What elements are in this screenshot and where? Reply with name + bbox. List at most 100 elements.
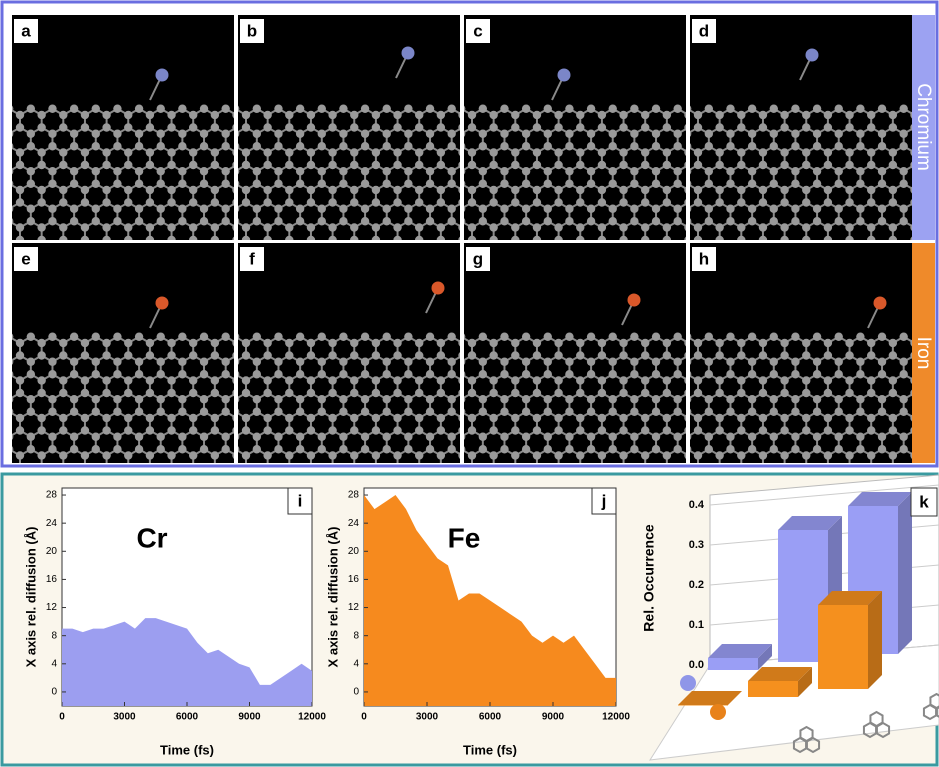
atom bbox=[694, 376, 702, 384]
atom bbox=[178, 445, 186, 453]
atom bbox=[522, 370, 530, 378]
atom bbox=[211, 111, 219, 119]
atom bbox=[663, 451, 671, 459]
atom bbox=[835, 433, 843, 441]
atom bbox=[372, 223, 380, 231]
x-tick-label: 6000 bbox=[176, 712, 199, 723]
atom bbox=[813, 395, 821, 403]
atom bbox=[780, 389, 788, 397]
atom bbox=[318, 180, 326, 188]
atom bbox=[383, 130, 391, 138]
atom bbox=[318, 167, 326, 175]
atom bbox=[253, 433, 261, 441]
atom bbox=[694, 161, 702, 169]
atom bbox=[37, 414, 45, 422]
atom bbox=[856, 130, 864, 138]
atom bbox=[404, 217, 412, 225]
atom bbox=[189, 198, 197, 206]
atom bbox=[27, 433, 35, 441]
atom bbox=[468, 198, 476, 206]
atom bbox=[157, 358, 165, 366]
atom bbox=[48, 395, 56, 403]
atom bbox=[468, 414, 476, 422]
atom bbox=[641, 414, 649, 422]
atom bbox=[81, 426, 89, 434]
x-tick-label: 3000 bbox=[416, 712, 439, 723]
atom bbox=[856, 433, 864, 441]
atom bbox=[221, 358, 229, 366]
atom bbox=[393, 223, 401, 231]
adatom bbox=[628, 294, 641, 307]
atom bbox=[81, 148, 89, 156]
atom bbox=[59, 111, 67, 119]
atom bbox=[522, 105, 530, 113]
atom bbox=[899, 130, 907, 138]
atom bbox=[27, 333, 35, 341]
atom bbox=[726, 217, 734, 225]
atom bbox=[263, 148, 271, 156]
atom bbox=[146, 426, 154, 434]
atom bbox=[759, 111, 767, 119]
atom bbox=[802, 339, 810, 347]
atom bbox=[609, 370, 617, 378]
y-tick-label: 0.0 bbox=[689, 659, 704, 671]
atom bbox=[813, 142, 821, 150]
atom bbox=[500, 105, 508, 113]
atom bbox=[37, 111, 45, 119]
atom bbox=[211, 223, 219, 231]
atom bbox=[813, 408, 821, 416]
atom bbox=[652, 217, 660, 225]
atom bbox=[221, 217, 229, 225]
atom bbox=[211, 451, 219, 459]
atom bbox=[867, 426, 875, 434]
atom bbox=[468, 351, 476, 359]
atom bbox=[619, 223, 627, 231]
atom bbox=[554, 198, 562, 206]
atom bbox=[16, 339, 24, 347]
atom bbox=[221, 445, 229, 453]
atom bbox=[263, 123, 271, 131]
atom bbox=[468, 389, 476, 397]
atom bbox=[737, 148, 745, 156]
atom bbox=[511, 414, 519, 422]
atom bbox=[867, 389, 875, 397]
atom bbox=[146, 451, 154, 459]
atom bbox=[81, 161, 89, 169]
adatom bbox=[558, 69, 571, 82]
atom bbox=[157, 105, 165, 113]
atom bbox=[737, 123, 745, 131]
atom bbox=[339, 205, 347, 213]
atom bbox=[415, 111, 423, 119]
atom bbox=[178, 395, 186, 403]
atom bbox=[565, 445, 573, 453]
atom bbox=[157, 333, 165, 341]
atom bbox=[889, 148, 897, 156]
atom bbox=[393, 451, 401, 459]
atom bbox=[737, 223, 745, 231]
atom bbox=[694, 451, 702, 459]
atom bbox=[673, 130, 681, 138]
atom bbox=[285, 198, 293, 206]
atom bbox=[339, 395, 347, 403]
atom bbox=[124, 161, 132, 169]
atom bbox=[426, 205, 434, 213]
atom bbox=[802, 351, 810, 359]
atom bbox=[554, 123, 562, 131]
atom bbox=[554, 389, 562, 397]
atom bbox=[253, 408, 261, 416]
atom bbox=[533, 339, 541, 347]
atom bbox=[437, 351, 445, 359]
atom bbox=[511, 198, 519, 206]
atom bbox=[748, 408, 756, 416]
atom bbox=[372, 376, 380, 384]
atom bbox=[242, 186, 250, 194]
atom bbox=[48, 130, 56, 138]
atom bbox=[694, 223, 702, 231]
atom bbox=[867, 351, 875, 359]
atom bbox=[813, 445, 821, 453]
atom bbox=[285, 186, 293, 194]
atom bbox=[845, 161, 853, 169]
atom bbox=[565, 217, 573, 225]
atom bbox=[587, 445, 595, 453]
atom bbox=[554, 376, 562, 384]
